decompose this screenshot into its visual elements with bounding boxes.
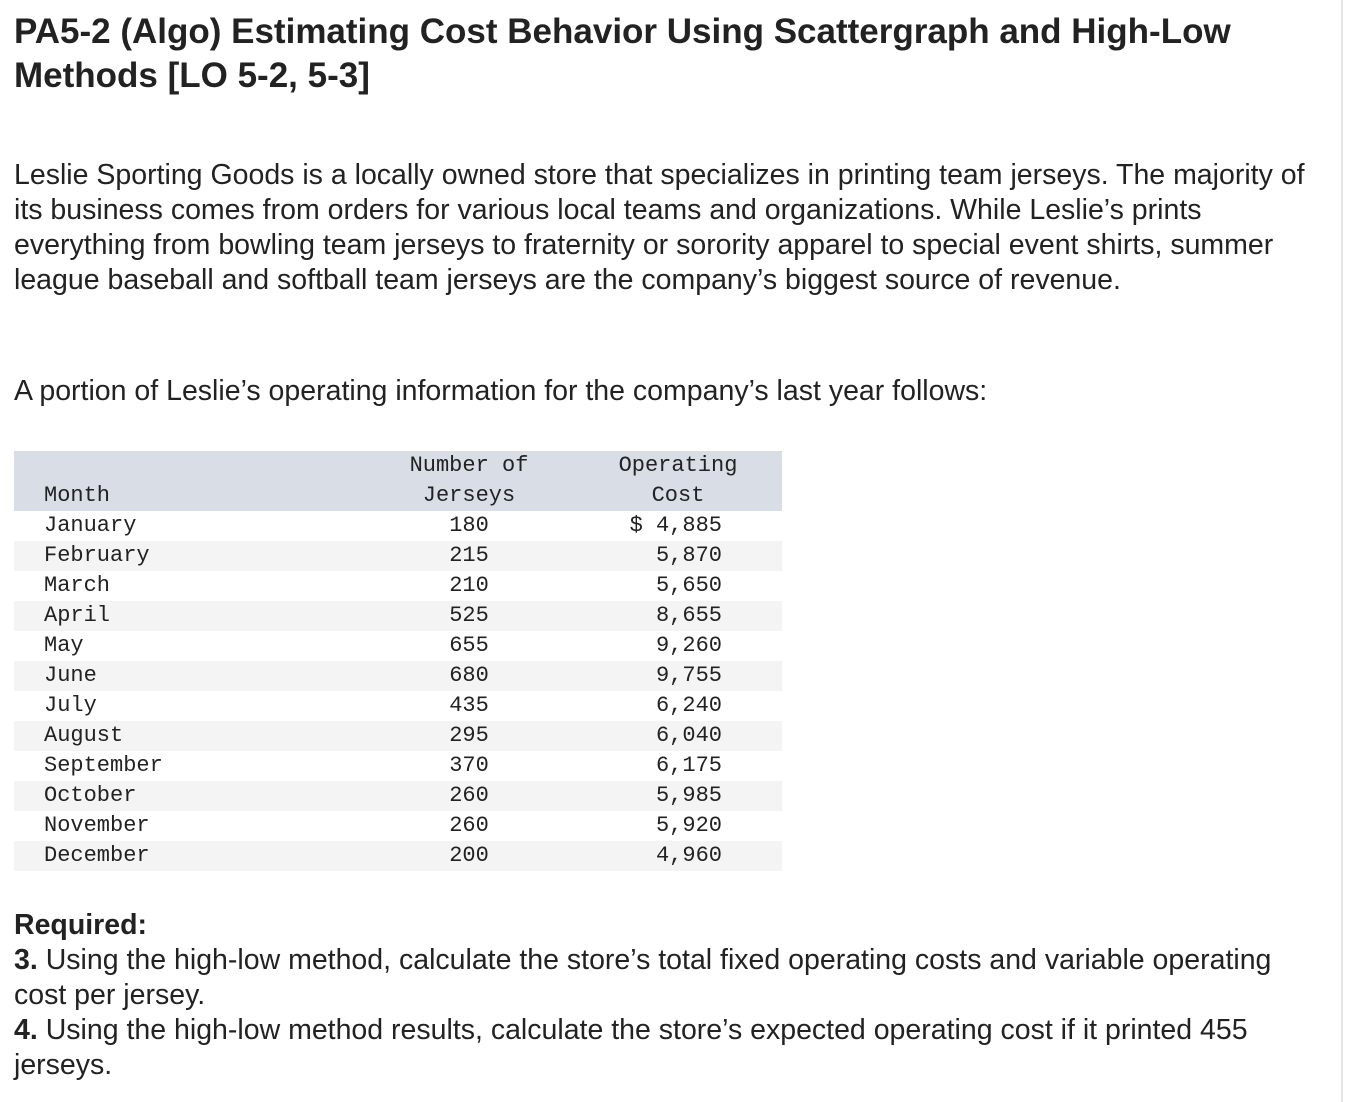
table-row: April 525 8,655 bbox=[14, 601, 782, 631]
header-jerseys: Number of Jerseys bbox=[409, 453, 529, 508]
jerseys-cell: 435 bbox=[449, 693, 489, 718]
month-cell: December bbox=[44, 843, 150, 868]
table-row: February 215 5,870 bbox=[14, 541, 782, 571]
jerseys-cell: 180 bbox=[449, 513, 489, 538]
jerseys-cell: 210 bbox=[449, 573, 489, 598]
cost-cell: 5,985 bbox=[655, 783, 722, 808]
month-cell: February bbox=[44, 543, 150, 568]
table-row: January 180 $ 4,885 bbox=[14, 511, 782, 541]
cost-cell: 5,650 bbox=[655, 573, 722, 598]
month-cell: September bbox=[44, 753, 163, 778]
cost-cell: 5,870 bbox=[655, 543, 722, 568]
required-item-3: 3. Using the high-low method, calculate … bbox=[14, 944, 1272, 1011]
cost-cell: 6,175 bbox=[655, 753, 722, 778]
month-cell: May bbox=[44, 633, 84, 658]
month-cell: August bbox=[44, 723, 124, 748]
cost-cell: 6,040 bbox=[655, 723, 722, 748]
table-row: July 435 6,240 bbox=[14, 691, 782, 721]
jerseys-cell: 215 bbox=[449, 543, 489, 568]
jerseys-cell: 525 bbox=[449, 603, 489, 628]
page-title: PA5-2 (Algo) Estimating Cost Behavior Us… bbox=[14, 12, 1231, 95]
required-section: Required: 3. Using the high-low method, … bbox=[14, 908, 1324, 1083]
table-row: December 200 4,960 bbox=[14, 841, 782, 871]
scrollbar-edge bbox=[1341, 0, 1343, 1102]
cost-cell: 4,960 bbox=[655, 843, 722, 868]
jerseys-cell: 260 bbox=[449, 783, 489, 808]
required-item-4: 4. Using the high-low method results, ca… bbox=[14, 1014, 1248, 1081]
month-cell: July bbox=[44, 693, 97, 718]
jerseys-cell: 370 bbox=[449, 753, 489, 778]
month-cell: October bbox=[44, 783, 137, 808]
jerseys-cell: 680 bbox=[449, 663, 489, 688]
month-cell: March bbox=[44, 573, 111, 598]
month-cell: November bbox=[44, 813, 150, 838]
cost-cell: 9,260 bbox=[655, 633, 722, 658]
table-row: June 680 9,755 bbox=[14, 661, 782, 691]
header-month: Month bbox=[44, 483, 111, 508]
jerseys-cell: 655 bbox=[449, 633, 489, 658]
cost-cell: $ 4,885 bbox=[629, 513, 722, 538]
jerseys-cell: 260 bbox=[449, 813, 489, 838]
table-row: September 370 6,175 bbox=[14, 751, 782, 781]
header-cost: Operating Cost bbox=[618, 453, 738, 508]
month-cell: April bbox=[44, 603, 111, 628]
operating-data-table: Month Number of Jerseys Operating Cost Jan… bbox=[14, 451, 782, 871]
month-cell: January bbox=[44, 513, 137, 538]
lead-paragraph: A portion of Leslie’s operating informat… bbox=[14, 375, 988, 407]
intro-paragraph: Leslie Sporting Goods is a locally owned… bbox=[14, 159, 1305, 296]
jerseys-cell: 200 bbox=[449, 843, 489, 868]
table-row: August 295 6,040 bbox=[14, 721, 782, 751]
jerseys-cell: 295 bbox=[449, 723, 489, 748]
table-row: March 210 5,650 bbox=[14, 571, 782, 601]
cost-cell: 6,240 bbox=[655, 693, 722, 718]
table-row: May 655 9,260 bbox=[14, 631, 782, 661]
month-cell: June bbox=[44, 663, 97, 688]
cost-cell: 8,655 bbox=[655, 603, 722, 628]
table-row: November 260 5,920 bbox=[14, 811, 782, 841]
cost-cell: 5,920 bbox=[655, 813, 722, 838]
table-header-row: Month Number of Jerseys Operating Cost bbox=[14, 451, 782, 511]
required-heading: Required: bbox=[14, 909, 148, 941]
table-row: October 260 5,985 bbox=[14, 781, 782, 811]
cost-cell: 9,755 bbox=[655, 663, 722, 688]
